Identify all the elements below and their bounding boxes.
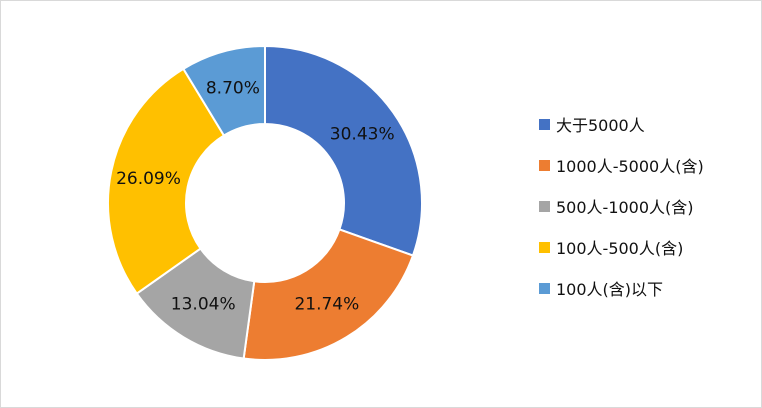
legend-swatch-3 (539, 200, 550, 212)
slice-label-1: 30.43% (330, 124, 395, 144)
legend-item-1: 大于5000人 (539, 112, 704, 136)
legend-item-4: 100人-500人(含) (539, 235, 704, 259)
legend-swatch-4 (539, 241, 550, 253)
legend: 大于5000人 1000人-5000人(含) 500人-1000人(含) 100… (539, 112, 704, 317)
legend-swatch-1 (539, 118, 550, 130)
slice-4 (107, 67, 226, 295)
legend-label-4: 100人-500人(含) (556, 239, 684, 258)
legend-label-5: 100人(含)以下 (556, 280, 664, 299)
legend-item-5: 100人(含)以下 (539, 276, 704, 300)
slice-label-2: 21.74% (294, 295, 359, 315)
slice-label-5: 8.70% (206, 78, 260, 98)
legend-item-3: 500人-1000人(含) (539, 194, 704, 218)
legend-label-3: 500人-1000人(含) (556, 198, 694, 217)
legend-swatch-5 (539, 282, 550, 294)
slice-2 (242, 228, 415, 361)
legend-item-2: 1000人-5000人(含) (539, 153, 704, 177)
legend-label-1: 大于5000人 (556, 116, 645, 135)
slice-label-4: 26.09% (116, 169, 181, 189)
slice-1 (264, 44, 423, 257)
legend-label-2: 1000人-5000人(含) (556, 157, 704, 176)
legend-swatch-2 (539, 159, 550, 171)
slice-5 (182, 44, 266, 137)
slice-label-3: 13.04% (171, 295, 236, 315)
